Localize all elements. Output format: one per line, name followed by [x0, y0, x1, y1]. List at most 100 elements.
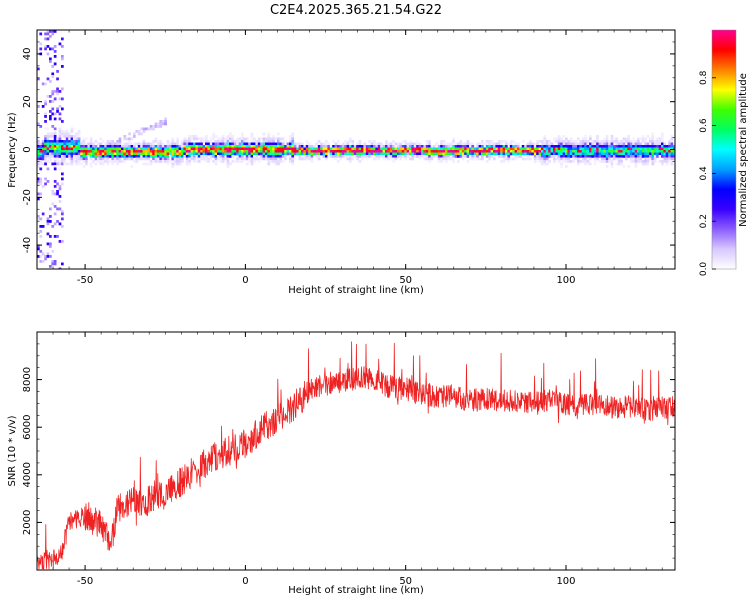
heatmap-cell — [255, 145, 259, 148]
heatmap-cell — [332, 145, 335, 148]
heatmap-cell — [569, 145, 573, 148]
heatmap-cell — [243, 157, 247, 161]
heatmap-cell — [53, 142, 57, 146]
heatmap-cell — [269, 145, 273, 148]
heatmap-cell — [529, 140, 532, 143]
heatmap-cell — [502, 155, 506, 158]
heatmap-cell — [625, 140, 628, 143]
heatmap-cell — [579, 142, 583, 146]
heatmap-cell — [274, 147, 278, 151]
heatmap-cell — [200, 145, 203, 148]
heatmap-cell — [274, 162, 278, 166]
heatmap-cell — [574, 140, 578, 143]
heatmap-cell — [265, 142, 268, 146]
heatmap-cell — [39, 260, 43, 263]
heatmap-cell — [471, 145, 475, 148]
heatmap-cell — [260, 145, 263, 148]
heatmap-cell — [325, 147, 328, 151]
heatmap-cell — [344, 155, 347, 158]
heatmap-cell — [118, 152, 122, 156]
heatmap-cell — [44, 177, 47, 181]
heatmap-cell — [92, 142, 95, 146]
heatmap-cell — [133, 152, 136, 156]
heatmap-cell — [596, 145, 599, 148]
heatmap-cell — [116, 155, 119, 158]
heatmap-cell — [291, 157, 295, 161]
heatmap-cell — [488, 152, 491, 156]
heatmap-cell — [519, 152, 523, 156]
heatmap-cell — [49, 47, 52, 51]
heatmap-cell — [279, 152, 283, 156]
heatmap-cell — [601, 145, 604, 148]
heatmap-cell — [574, 145, 578, 148]
heatmap-cell — [106, 152, 110, 156]
heatmap-cell — [298, 147, 302, 151]
heatmap-cell — [250, 135, 254, 138]
heatmap-cell — [53, 62, 57, 66]
heatmap-cell — [149, 155, 153, 158]
heatmap-cell — [39, 152, 43, 156]
heatmap-cell — [517, 142, 520, 146]
heatmap-cell — [560, 165, 563, 168]
heatmap-cell — [51, 202, 55, 206]
spectrogram-x-tick-label: 100 — [556, 275, 575, 286]
heatmap-cell — [226, 135, 230, 138]
heatmap-cell — [663, 147, 667, 151]
heatmap-cell — [277, 132, 280, 136]
heatmap-cell — [262, 157, 266, 161]
heatmap-cell — [226, 140, 230, 143]
heatmap-cell — [197, 157, 201, 161]
heatmap-cell — [75, 132, 79, 136]
heatmap-cell — [358, 147, 362, 151]
heatmap-cell — [526, 145, 530, 148]
heatmap-cell — [70, 140, 74, 143]
heatmap-cell — [622, 145, 626, 148]
heatmap-cell — [250, 147, 254, 151]
heatmap-cell — [181, 140, 184, 143]
heatmap-cell — [373, 152, 376, 156]
heatmap-cell — [459, 147, 463, 151]
heatmap-cell — [37, 255, 40, 258]
heatmap-cell — [562, 145, 566, 148]
heatmap-cell — [274, 152, 278, 156]
heatmap-cell — [560, 147, 563, 151]
heatmap-cell — [89, 142, 93, 146]
heatmap-cell — [104, 160, 107, 163]
heatmap-cell — [625, 157, 628, 161]
heatmap-cell — [627, 135, 631, 138]
heatmap-cell — [53, 162, 57, 166]
heatmap-cell — [70, 135, 74, 138]
heatmap-cell — [521, 147, 525, 151]
heatmap-cell — [39, 217, 43, 221]
heatmap-cell — [301, 150, 304, 153]
heatmap-cell — [656, 152, 659, 156]
heatmap-cell — [121, 147, 124, 151]
heatmap-cell — [111, 147, 115, 151]
heatmap-cell — [46, 167, 50, 171]
heatmap-cell — [317, 147, 321, 151]
heatmap-cell — [236, 142, 239, 146]
heatmap-cell — [183, 137, 187, 141]
heatmap-cell — [620, 145, 623, 148]
spectrogram-x-label: Height of straight line (km) — [288, 285, 424, 296]
heatmap-cell — [253, 157, 256, 161]
heatmap-cell — [37, 145, 40, 148]
heatmap-cell — [217, 152, 220, 156]
heatmap-cell — [44, 255, 47, 258]
heatmap-cell — [44, 100, 47, 103]
heatmap-cell — [46, 135, 50, 138]
heatmap-cell — [356, 147, 359, 151]
heatmap-cell — [656, 137, 659, 141]
heatmap-cell — [135, 157, 139, 161]
heatmap-cell — [169, 152, 172, 156]
heatmap-cell — [97, 150, 100, 153]
heatmap-cell — [440, 145, 443, 148]
heatmap-cell — [39, 147, 43, 151]
heatmap-cell — [41, 155, 45, 158]
heatmap-cell — [154, 125, 158, 128]
heatmap-cell — [130, 155, 134, 158]
heatmap-cell — [577, 160, 580, 163]
colorbar: 0.00.20.40.60.8 Normalized spectral ampl… — [699, 29, 749, 276]
